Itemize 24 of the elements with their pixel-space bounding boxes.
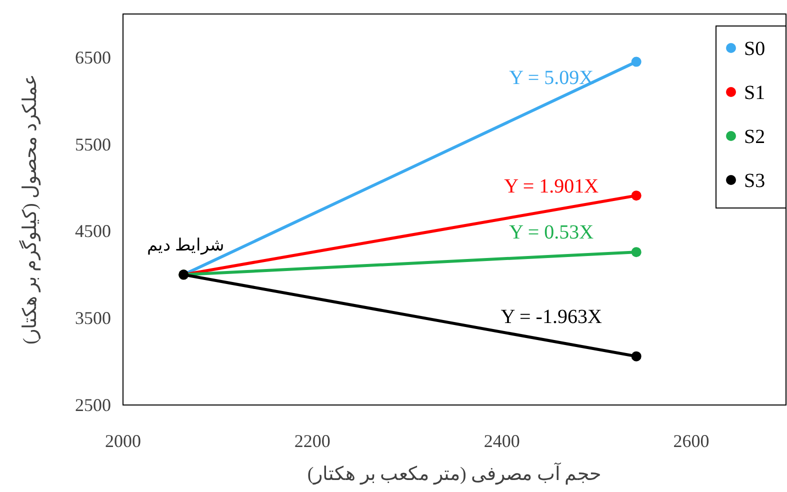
legend-label: S0 xyxy=(744,38,766,60)
annotation: Y = 5.09X xyxy=(509,66,594,89)
point xyxy=(631,247,642,258)
legend-label: S2 xyxy=(744,126,766,148)
point xyxy=(631,190,642,201)
y-axis-title: عملکرد محصول (کیلوگرم بر هکتار) xyxy=(18,74,41,344)
y-tick-label: 4500 xyxy=(75,221,111,242)
y-tick-label: 6500 xyxy=(75,47,111,68)
x-tick-label: 2200 xyxy=(294,431,330,451)
point xyxy=(631,351,642,362)
annotation: شرایط دیم xyxy=(146,236,224,256)
y-tick-label: 3500 xyxy=(75,308,111,328)
annotation: Y = 1.901X xyxy=(504,175,600,198)
x-axis-title: حجم آب مصرفی (متر مکعب بر هکتار) xyxy=(307,462,602,485)
point xyxy=(631,56,642,67)
legend-label: S3 xyxy=(744,170,766,192)
y-tick-label: 2500 xyxy=(75,395,111,415)
annotation: Y = 0.53X xyxy=(509,221,594,244)
x-tick-label: 2400 xyxy=(484,431,520,451)
x-tick-label: 2000 xyxy=(105,431,141,451)
x-tick-label: 2600 xyxy=(673,431,710,451)
legend-label: S1 xyxy=(744,82,766,104)
annotation: Y = -1.963X xyxy=(500,306,602,328)
y-tick-label: 5500 xyxy=(75,134,111,154)
